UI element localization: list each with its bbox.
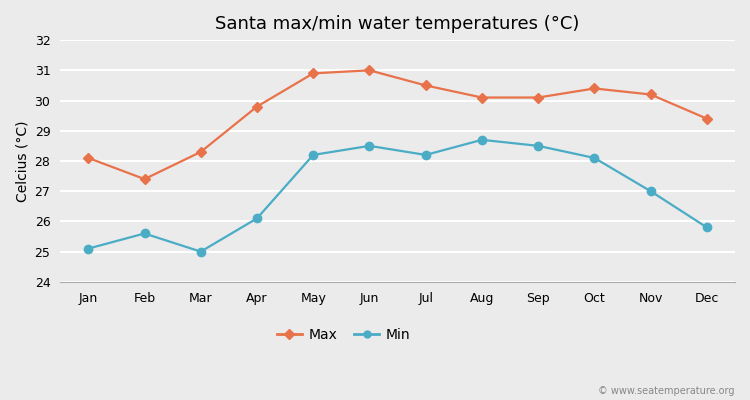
Y-axis label: Celcius (°C): Celcius (°C) — [15, 120, 29, 202]
Title: Santa max/min water temperatures (°C): Santa max/min water temperatures (°C) — [215, 15, 580, 33]
Text: © www.seatemperature.org: © www.seatemperature.org — [598, 386, 735, 396]
Legend: Max, Min: Max, Min — [271, 323, 416, 348]
